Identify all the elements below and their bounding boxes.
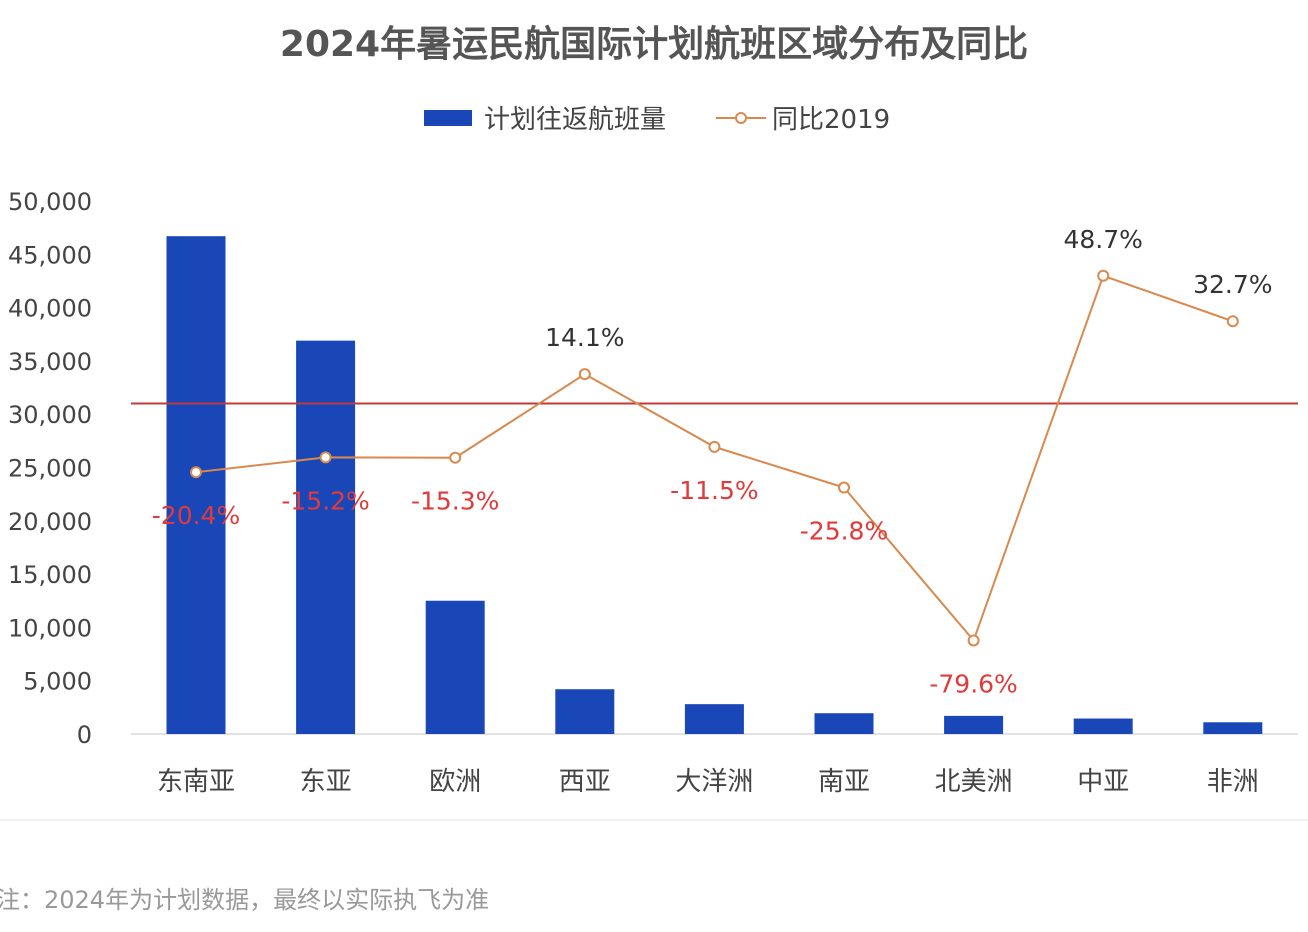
y-axis-ticks: 0 5,000 10,000 15,000 20,000 25,000 30,000 35,0… [8,188,92,749]
yoy-data-label: 32.7% [1193,270,1272,299]
yoy-data-label: 48.7% [1063,225,1142,254]
bar [555,689,615,734]
y-tick-label: 50,000 [8,188,92,216]
yoy-data-label: 14.1% [545,323,624,352]
legend: 计划往返航班量 同比2019 [424,105,890,135]
yoy-point [190,466,202,479]
bar [296,340,356,734]
bar [166,236,226,735]
legend-line-marker [735,112,747,124]
y-tick-label: 40,000 [8,295,92,323]
yoy-data-label: -25.8% [800,517,888,546]
x-tick-label: 北美洲 [935,767,1013,797]
y-tick-label: 0 [77,721,92,749]
yoy-point [1226,315,1239,328]
x-tick-label: 大洋洲 [675,767,753,797]
yoy-data-label: -15.3% [411,487,499,516]
yoy-point [578,368,591,381]
y-tick-label: 10,000 [8,614,92,642]
yoy-data-label: -20.4% [152,501,240,530]
yoy-point [967,634,980,647]
yoy-point [708,440,721,453]
yoy-data-label: -11.5% [670,476,758,505]
yoy-markers [190,269,1239,647]
x-tick-label: 东南亚 [157,767,235,797]
chart-title: 2024年暑运民航国际计划航班区域分布及同比 [280,23,1028,65]
y-tick-label: 30,000 [8,401,92,429]
x-tick-label: 非洲 [1207,767,1259,797]
y-tick-label: 45,000 [8,241,92,269]
y-tick-label: 20,000 [8,508,92,536]
legend-line-label: 同比2019 [772,105,890,135]
bar-series [166,236,1263,735]
yoy-point [1097,269,1110,282]
x-tick-label: 中亚 [1077,767,1129,797]
bar [944,715,1004,734]
yoy-data-label: -15.2% [281,486,369,515]
bar [1203,722,1263,734]
yoy-point [449,451,462,464]
legend-bar-swatch [424,110,472,126]
x-tick-label: 西亚 [559,767,611,797]
bar [814,713,874,734]
x-tick-label: 东亚 [300,767,352,797]
y-tick-label: 35,000 [8,348,92,376]
x-axis-ticks: 东南亚 东亚 欧洲 西亚 大洋洲 南亚 北美洲 中亚 非洲 [157,767,1259,797]
y-tick-label: 15,000 [8,561,92,589]
bar [1073,718,1133,734]
legend-bar-label: 计划往返航班量 [484,105,666,135]
yoy-point [319,451,332,464]
footnote: 注：2024年为计划数据，最终以实际执飞为准 [0,886,489,914]
bar [425,600,485,734]
yoy-point [838,481,850,494]
x-tick-label: 欧洲 [429,767,481,797]
yoy-data-label: -79.6% [929,669,1017,698]
y-tick-label: 5,000 [23,668,92,696]
x-tick-label: 南亚 [818,767,870,797]
y-tick-label: 25,000 [8,455,92,483]
yoy-labels: -20.4% -15.2% -15.3% 14.1% -11.5% -25.8% -79.6… [152,225,1273,699]
bar [684,704,744,734]
